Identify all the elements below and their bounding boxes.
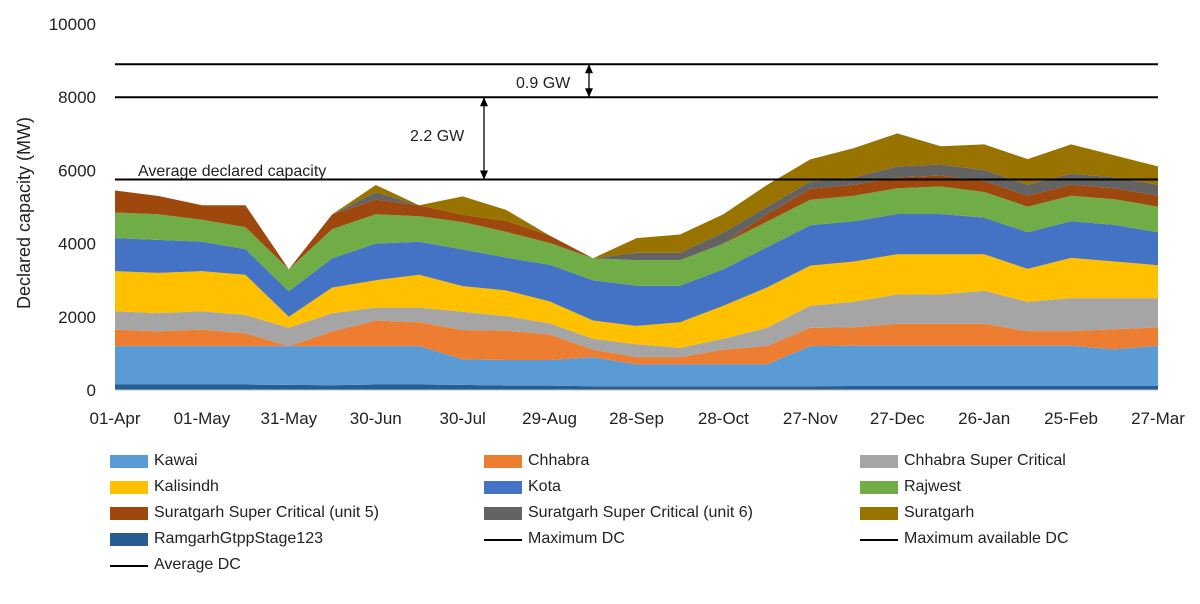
legend-item: Average DC bbox=[110, 556, 241, 574]
legend-swatch bbox=[860, 506, 898, 520]
legend-swatch bbox=[110, 480, 148, 494]
legend-item: RamgarhGtppStage123 bbox=[110, 530, 323, 548]
y-axis-label: Declared capacity (MW) bbox=[14, 117, 34, 309]
area-series-3 bbox=[115, 290, 1158, 358]
legend-label: Chhabra bbox=[528, 452, 590, 469]
legend-swatch bbox=[860, 480, 898, 494]
area-series-1 bbox=[115, 345, 1158, 387]
gap-arrow-2-head-up bbox=[585, 64, 593, 74]
x-tick-label-4: 30-Jul bbox=[440, 409, 486, 428]
legend-label: Rajwest bbox=[904, 478, 961, 495]
legend-label: Suratgarh Super Critical (unit 6) bbox=[528, 504, 753, 521]
y-tick-label-1: 2000 bbox=[58, 308, 96, 327]
x-tick-label-9: 27-Dec bbox=[870, 409, 925, 428]
legend-label: RamgarhGtppStage123 bbox=[154, 530, 323, 547]
legend-swatch bbox=[110, 506, 148, 520]
y-tick-label-0: 0 bbox=[87, 381, 96, 400]
legend-label: Chhabra Super Critical bbox=[904, 452, 1066, 469]
y-tick-label-2: 4000 bbox=[58, 235, 96, 254]
y-tick-label-4: 8000 bbox=[58, 88, 96, 107]
area-series-4 bbox=[115, 254, 1158, 348]
x-tick-label-12: 27-Mar bbox=[1131, 409, 1185, 428]
x-tick-label-10: 26-Jan bbox=[958, 409, 1010, 428]
x-tick-label-6: 28-Sep bbox=[609, 409, 664, 428]
gap-arrow-1-head-up bbox=[480, 97, 488, 107]
gap-2-2gw-label: 2.2 GW bbox=[410, 128, 465, 145]
area-series-6 bbox=[115, 186, 1158, 292]
legend-item: Kawai bbox=[110, 452, 198, 470]
area-series-9 bbox=[115, 133, 1158, 270]
x-tick-label-8: 27-Nov bbox=[783, 409, 838, 428]
y-tick-label-5: 10000 bbox=[49, 15, 96, 34]
legend-label: Suratgarh Super Critical (unit 5) bbox=[154, 504, 379, 521]
legend-swatch bbox=[860, 454, 898, 468]
area-series-0 bbox=[115, 384, 1158, 390]
legend-swatch bbox=[110, 532, 148, 546]
average-line-label: Average declared capacity bbox=[138, 163, 326, 180]
legend-swatch bbox=[484, 480, 522, 494]
legend-swatch bbox=[110, 564, 148, 567]
area-series-5 bbox=[115, 214, 1158, 326]
area-series-group bbox=[115, 133, 1158, 390]
legend-label: Kawai bbox=[154, 452, 198, 469]
legend-label: Maximum available DC bbox=[904, 530, 1069, 547]
legend-item: Chhabra Super Critical bbox=[860, 452, 1066, 470]
legend-swatch bbox=[484, 506, 522, 520]
legend-item: Suratgarh Super Critical (unit 5) bbox=[110, 504, 379, 522]
x-tick-label-0: 01-Apr bbox=[89, 409, 140, 428]
legend-swatch bbox=[484, 538, 522, 541]
legend-item: Suratgarh bbox=[860, 504, 974, 522]
legend-item: Rajwest bbox=[860, 478, 961, 496]
legend-swatch bbox=[484, 454, 522, 468]
gap-arrow-1-head-down bbox=[480, 170, 488, 180]
legend-item: Maximum DC bbox=[484, 530, 625, 548]
legend-item: Suratgarh Super Critical (unit 6) bbox=[484, 504, 753, 522]
x-axis-ticks: 01-Apr 01-May 31-May 30-Jun 30-Jul 29-Aug 28-S… bbox=[89, 409, 1185, 428]
x-tick-label-11: 25-Feb bbox=[1044, 409, 1098, 428]
gap-arrow-2-head-down bbox=[585, 88, 593, 98]
x-tick-label-3: 30-Jun bbox=[350, 409, 402, 428]
legend-label: Maximum DC bbox=[528, 530, 625, 547]
legend-item: Chhabra bbox=[484, 452, 589, 470]
legend-swatch bbox=[110, 454, 148, 468]
legend-item: Kota bbox=[484, 478, 561, 496]
legend-item: Kalisindh bbox=[110, 478, 219, 496]
annotations-group: Average declared capacity 2.2 GW 0.9 GW bbox=[138, 75, 571, 180]
x-tick-label-7: 28-Oct bbox=[698, 409, 749, 428]
x-tick-label-2: 31-May bbox=[260, 409, 317, 428]
reference-lines-group bbox=[115, 63, 1158, 181]
x-tick-label-1: 01-May bbox=[174, 409, 231, 428]
area-series-2 bbox=[115, 320, 1158, 365]
legend-label: Kota bbox=[528, 478, 561, 495]
legend-item: Maximum available DC bbox=[860, 530, 1069, 548]
legend-label: Average DC bbox=[154, 556, 241, 573]
legend-swatch bbox=[860, 538, 898, 541]
y-tick-label-3: 6000 bbox=[58, 161, 96, 180]
legend-label: Suratgarh bbox=[904, 504, 975, 521]
x-tick-label-5: 29-Aug bbox=[522, 409, 577, 428]
y-axis-ticks: 0 2000 4000 6000 8000 10000 bbox=[49, 15, 96, 400]
legend-label: Kalisindh bbox=[154, 478, 219, 495]
gap-0-9gw-label: 0.9 GW bbox=[516, 75, 571, 92]
stacked-area-chart: 0 2000 4000 6000 8000 10000 01-Apr 01-May 31-Ma… bbox=[14, 15, 1185, 428]
